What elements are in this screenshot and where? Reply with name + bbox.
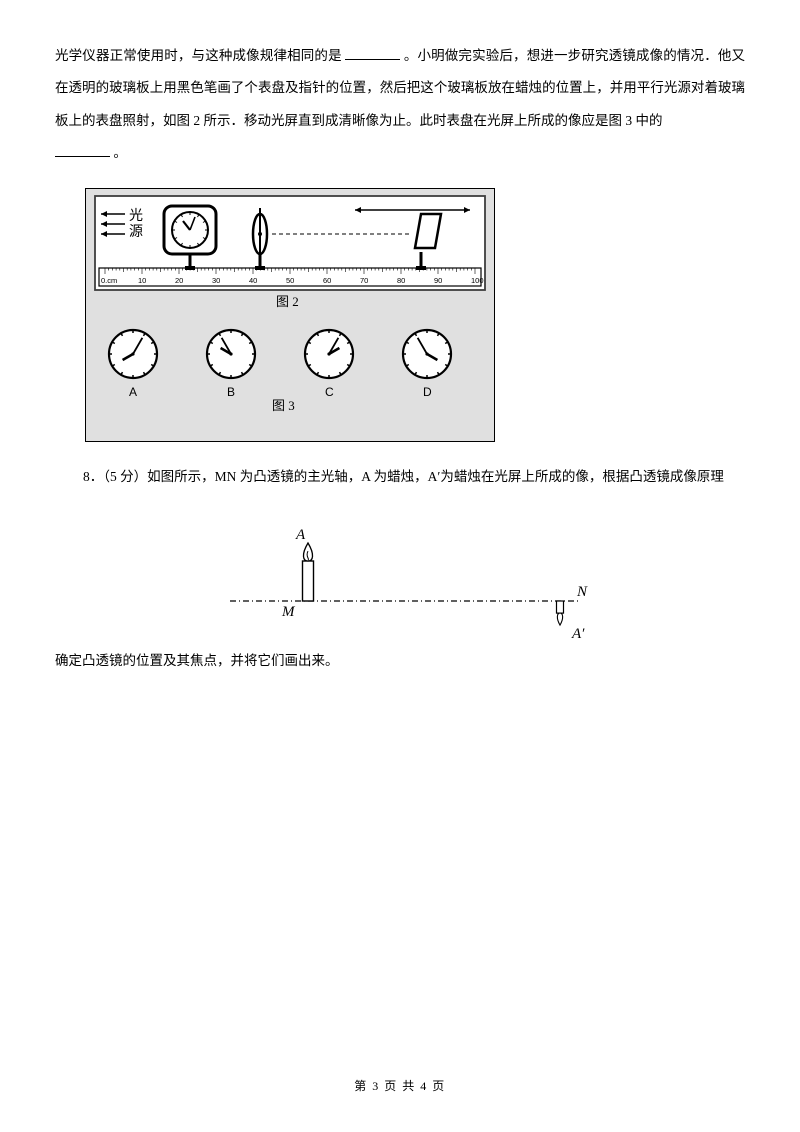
text-part-c: 。 — [113, 145, 127, 160]
svg-text:100: 100 — [471, 276, 484, 285]
svg-text:A: A — [295, 527, 306, 543]
svg-text:B: B — [227, 385, 235, 399]
svg-text:50: 50 — [286, 276, 294, 285]
svg-text:90: 90 — [434, 276, 442, 285]
svg-text:30: 30 — [212, 276, 220, 285]
figure-2-3-svg: 光源 0.cm 10 20 30 40 50 60 70 80 90 100 图 2 A B C D 图 3 — [85, 188, 495, 442]
svg-text:A′: A′ — [571, 626, 585, 641]
paragraph-continuation: 光学仪器正常使用时，与这种成像规律相同的是 。小明做完实验后，想进一步研究透镜成… — [55, 40, 745, 137]
blank-fill-1 — [345, 46, 400, 60]
blank-fill-2 — [55, 143, 110, 157]
q8-part-a: 8．（5 分）如图所示，MN 为凸透镜的主光轴，A 为蜡烛，A′为蜡烛在光屏上所… — [83, 469, 724, 484]
svg-text:图 3: 图 3 — [272, 398, 295, 413]
question-8-text: 8．（5 分）如图所示，MN 为凸透镜的主光轴，A 为蜡烛，A′为蜡烛在光屏上所… — [55, 461, 745, 493]
svg-text:0.cm: 0.cm — [101, 276, 117, 285]
svg-text:C: C — [325, 385, 334, 399]
svg-text:A: A — [129, 385, 137, 399]
svg-text:20: 20 — [175, 276, 183, 285]
page-footer: 第 3 页 共 4 页 — [0, 1077, 800, 1094]
svg-text:10: 10 — [138, 276, 146, 285]
candle-diagram: A M N A′ — [210, 511, 590, 641]
q8-part-b: 确定凸透镜的位置及其焦点，并将它们画出来。 — [55, 653, 339, 668]
svg-text:40: 40 — [249, 276, 257, 285]
svg-text:N: N — [576, 584, 588, 600]
svg-text:D: D — [423, 385, 432, 399]
svg-text:光: 光 — [129, 208, 143, 224]
text-part-a: 光学仪器正常使用时，与这种成像规律相同的是 — [55, 48, 342, 63]
svg-text:源: 源 — [129, 224, 143, 240]
paragraph-continuation-2: 。 — [55, 137, 745, 169]
figure-2-3-block: 光源 0.cm 10 20 30 40 50 60 70 80 90 100 图 2 A B C D 图 3 — [85, 188, 745, 447]
svg-text:M: M — [281, 604, 296, 620]
svg-text:60: 60 — [323, 276, 331, 285]
svg-text:80: 80 — [397, 276, 405, 285]
svg-text:图 2: 图 2 — [276, 294, 299, 309]
svg-text:70: 70 — [360, 276, 368, 285]
question-8-text-b: 确定凸透镜的位置及其焦点，并将它们画出来。 — [55, 645, 745, 677]
